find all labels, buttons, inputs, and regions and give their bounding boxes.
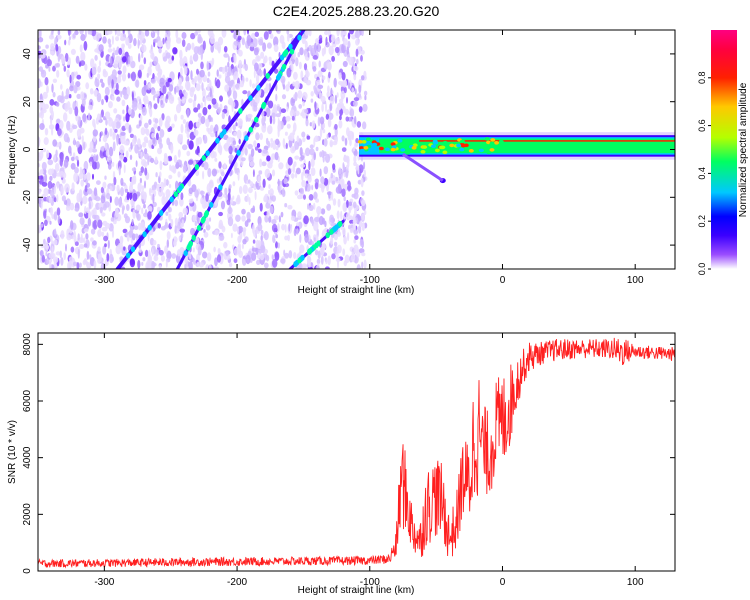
colorbar-gradient [711, 30, 737, 269]
drift-line-2 [175, 30, 305, 269]
colorbar-tick-label: 0.8 [697, 72, 707, 85]
snr-series-line [38, 337, 675, 569]
spectrogram-y-label: Frequency (Hz) [7, 116, 18, 185]
y-tick-label: 4000 [22, 446, 33, 469]
y-tick-label: 6000 [22, 389, 33, 412]
y-tick-label: 0 [22, 146, 33, 152]
y-tick-label: 2000 [22, 503, 33, 526]
y-tick-label: 20 [22, 96, 33, 108]
y-tick-label: 40 [22, 48, 33, 60]
colorbar-tick-label: 0.4 [697, 167, 707, 180]
x-tick-label: -300 [94, 275, 114, 286]
y-tick-label: 0 [22, 568, 33, 574]
drift-line-1 [115, 30, 306, 269]
y-tick-label: 8000 [22, 333, 33, 356]
colorbar-label: Normalized spectral amplitude [738, 82, 749, 217]
y-tick-label: -20 [22, 190, 33, 205]
x-tick-label: -100 [360, 275, 380, 286]
x-tick-label: 100 [627, 577, 644, 588]
colorbar: 0.0 0.2 0.4 0.6 0.8 Normalized spectral ampl… [697, 30, 749, 275]
spectrogram-x-label: Height of straight line (km) [298, 285, 415, 296]
colorbar-tick-label: 0.2 [697, 215, 707, 228]
colorbar-tick-label: 0.6 [697, 119, 707, 132]
noise-region [38, 30, 368, 269]
x-tick-label: 100 [627, 275, 644, 286]
spectrogram-plot-area [38, 30, 675, 269]
x-tick-label: 0 [500, 275, 506, 286]
snr-x-label: Height of straight line (km) [298, 585, 415, 596]
snr-frame [37, 332, 676, 572]
colorbar-ticks: 0.0 0.2 0.4 0.6 0.8 [697, 72, 711, 276]
y-tick-label: -40 [22, 237, 33, 252]
colorbar-tick-label: 0.0 [697, 263, 707, 276]
figure-title: C2E4.2025.288.23.20.G20 [273, 3, 440, 19]
snr-plot-area [38, 337, 675, 569]
snr-y-label: SNR (10 * v/v) [7, 420, 18, 484]
x-tick-label: -100 [360, 577, 380, 588]
signal-band [357, 132, 675, 184]
x-tick-label: -200 [227, 275, 247, 286]
x-tick-label: -300 [94, 577, 114, 588]
x-tick-label: -200 [227, 577, 247, 588]
x-tick-label: 0 [500, 577, 506, 588]
drift-line-3 [288, 219, 345, 269]
